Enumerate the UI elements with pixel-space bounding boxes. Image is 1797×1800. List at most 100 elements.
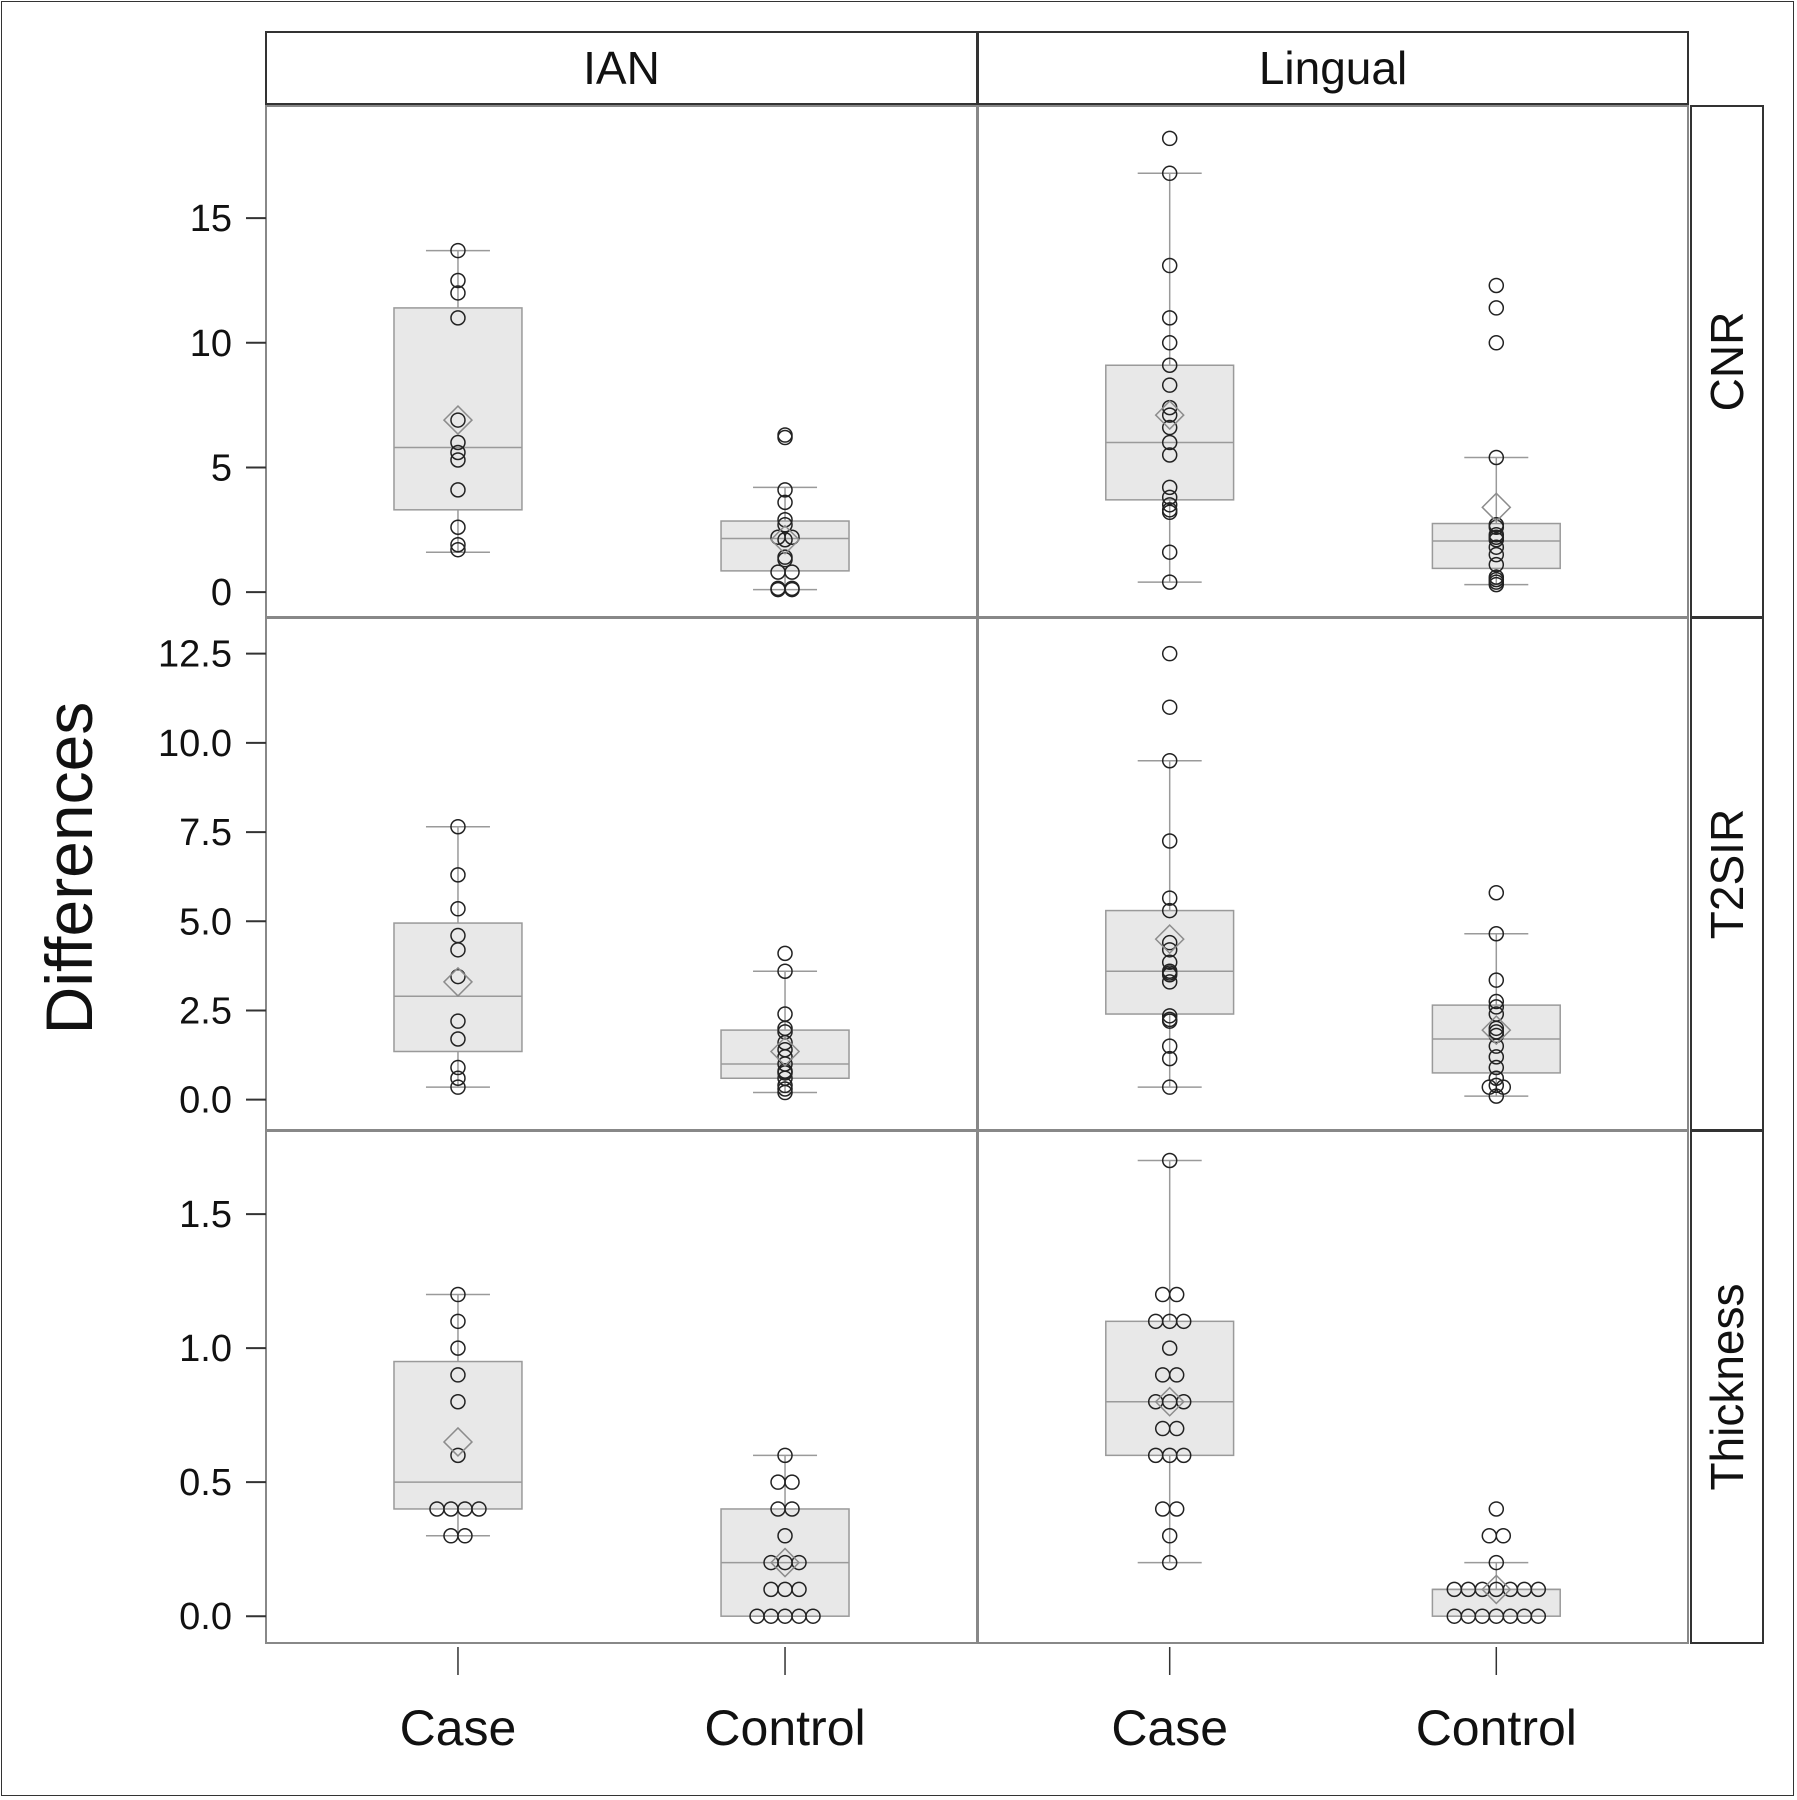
data-point: [1488, 277, 1505, 294]
data-point: [1161, 1008, 1178, 1024]
data-point: [450, 1367, 466, 1383]
data-point: [777, 531, 793, 548]
mean-marker: [1154, 400, 1185, 431]
data-point: [1488, 999, 1505, 1015]
data-point: [450, 867, 466, 883]
y-tick-label-t2sir: 7.5: [179, 812, 232, 854]
panel-border: [977, 105, 1689, 618]
x-tick-label-control: Control: [704, 1700, 865, 1756]
data-point: [450, 1286, 466, 1303]
data-point: [784, 1474, 800, 1490]
data-point: [1161, 699, 1178, 715]
panel-border: [977, 617, 1689, 1131]
data-point: [784, 1501, 800, 1517]
box-case: [1105, 645, 1235, 1095]
strip-lingual: [977, 31, 1689, 105]
data-point: [1161, 479, 1178, 496]
data-point: [1488, 449, 1505, 466]
box-control: [1431, 884, 1561, 1104]
box-iqr: [393, 1360, 523, 1510]
data-point: [1488, 556, 1505, 573]
data-point: [1488, 1020, 1505, 1037]
strip-label-thickness: Thickness: [1701, 1283, 1753, 1490]
data-point: [1488, 1038, 1505, 1054]
box-case: [1105, 1152, 1235, 1571]
data-point: [450, 536, 466, 553]
data-point: [777, 1024, 793, 1040]
data-point: [1161, 752, 1178, 769]
strip-t2sir: [1690, 617, 1764, 1131]
box-control: [720, 427, 850, 598]
data-point: [777, 1528, 793, 1544]
data-point: [1161, 967, 1178, 983]
data-point: [1488, 1077, 1505, 1094]
data-point: [1488, 546, 1505, 563]
data-point: [450, 968, 466, 985]
data-point: [450, 444, 466, 461]
data-point: [1488, 972, 1505, 988]
data-point: [1161, 1528, 1178, 1544]
data-point: [1161, 130, 1178, 147]
box-case: [1105, 130, 1235, 590]
data-point: [1161, 974, 1178, 990]
y-tick-label-t2sir: 10.0: [158, 723, 232, 765]
mean-marker: [442, 405, 474, 436]
data-point: [1161, 377, 1178, 393]
y-axis-title: Differences: [32, 702, 106, 1035]
data-point: [450, 310, 466, 326]
panel-t2sir-lingual: [977, 617, 1689, 1131]
data-point: [1488, 576, 1505, 593]
data-point: [1488, 539, 1505, 555]
x-axis: Case Control Case Control: [400, 1647, 1577, 1756]
data-point: [1161, 902, 1178, 919]
data-point: [1168, 1501, 1185, 1517]
mean-marker: [769, 1547, 801, 1578]
data-point: [450, 519, 466, 536]
data-point: [1161, 407, 1178, 423]
data-point: [1161, 310, 1178, 326]
data-point: [791, 1581, 807, 1598]
box-case: [393, 1286, 523, 1544]
data-point: [1488, 300, 1505, 316]
panel-thickness-lingual: [977, 1130, 1689, 1644]
panel-cnr-lingual: [977, 105, 1689, 618]
column-strips: IAN Lingual: [265, 31, 1689, 105]
data-point: [1161, 165, 1178, 182]
strip-thickness: [1690, 1130, 1764, 1644]
data-point: [450, 1313, 466, 1330]
panel-border: [977, 1130, 1689, 1644]
box-control: [1431, 1501, 1561, 1624]
panel-cnr-ian: [265, 105, 978, 618]
data-point: [1488, 1049, 1505, 1065]
data-point: [1161, 447, 1178, 463]
data-point: [1488, 1554, 1505, 1571]
data-point: [450, 272, 466, 289]
y-tick-label-t2sir: 12.5: [158, 634, 232, 676]
data-point: [450, 285, 466, 301]
data-point: [450, 1059, 466, 1076]
box-iqr: [720, 1029, 850, 1080]
y-tick-label-cnr: 15: [190, 198, 232, 240]
row-strips: CNR T2SIR Thickness: [1690, 105, 1764, 1644]
data-point: [784, 529, 800, 545]
y-tick-label-t2sir: 2.5: [179, 990, 232, 1032]
y-tick-label-cnr: 5: [211, 447, 232, 489]
data-point: [777, 963, 793, 979]
panel-border: [265, 105, 978, 618]
data-point: [471, 1501, 487, 1517]
mean-marker: [442, 966, 474, 997]
strip-ian: [265, 31, 978, 105]
data-point: [1488, 531, 1505, 548]
box-iqr: [720, 520, 850, 572]
data-point: [1161, 890, 1178, 906]
mean-marker: [1481, 1574, 1512, 1605]
y-tick-label-cnr: 10: [190, 323, 232, 365]
data-point: [1161, 1340, 1178, 1356]
data-point: [450, 1013, 466, 1029]
strip-label-t2sir: T2SIR: [1701, 809, 1753, 939]
data-point: [1161, 954, 1178, 971]
data-point: [1161, 544, 1178, 560]
mean-marker: [1481, 492, 1512, 523]
box-case: [393, 818, 523, 1095]
